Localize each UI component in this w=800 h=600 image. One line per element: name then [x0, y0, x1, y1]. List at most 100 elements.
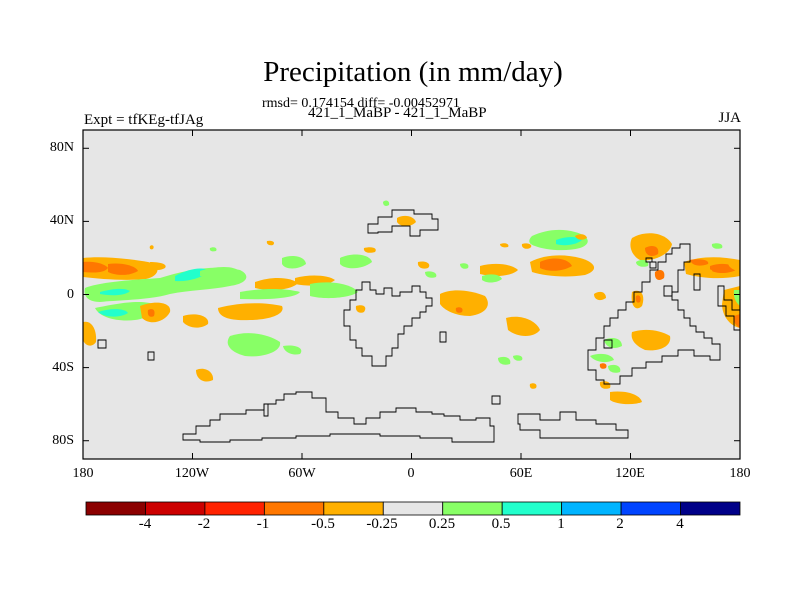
colorbar-label: -1	[256, 516, 270, 532]
axis-ticks	[82, 130, 741, 459]
x-tick-label-120w: 120W	[174, 466, 210, 481]
patch-darkorange-i	[599, 363, 607, 369]
coastline-eurasia	[587, 243, 721, 385]
coastline-antarctica-peninsula	[263, 403, 269, 417]
patch-orange-f	[218, 303, 283, 321]
y-tick-label-0: 0	[67, 287, 74, 302]
patch-orange-w	[575, 234, 587, 240]
patch-orange-ee	[728, 260, 740, 272]
patch-orange-gg	[705, 269, 713, 275]
x-tick-label-60e: 60E	[509, 466, 533, 481]
x-tick-label-180w: 180	[72, 466, 94, 481]
patch-green-d	[240, 289, 300, 300]
colorbar-swatch	[85, 501, 146, 516]
patch-orange-i	[196, 368, 214, 382]
patch-orange-u	[529, 383, 537, 389]
colorbar-label: 2	[616, 516, 624, 532]
patch-green-e	[282, 256, 306, 269]
patch-green-c	[200, 267, 240, 278]
colorbar-swatch	[620, 501, 681, 516]
colorbar-label: -2	[197, 516, 211, 532]
patch-green-n	[482, 274, 502, 283]
patch-orange-s	[500, 243, 509, 248]
coastline-south-america-tip	[147, 351, 155, 361]
patch-orange-z	[610, 391, 642, 405]
coastline-philippines	[693, 273, 701, 291]
patch-darkorange-c	[147, 309, 155, 317]
y-tick-label-40n: 40N	[49, 213, 74, 228]
patch-green-r	[590, 353, 614, 363]
x-tick-label-60w: 60W	[288, 466, 316, 481]
patch-darkorange-g	[654, 270, 665, 280]
patch-green-j	[209, 247, 217, 252]
colorbar-swatch	[323, 501, 384, 516]
patch-orange-o	[417, 261, 430, 269]
patch-orange-t	[521, 243, 532, 249]
patch-green-o	[498, 356, 511, 365]
patch-orange-e	[183, 314, 209, 328]
patch-green-s	[608, 364, 621, 373]
patch-orange-cc	[631, 329, 671, 351]
coastline-south-atlantic-island	[97, 339, 107, 349]
patch-darkorange-l	[733, 314, 740, 328]
patch-orange-r	[506, 316, 540, 336]
patch-darkorange-h	[635, 295, 641, 303]
patch-orange-m	[149, 245, 154, 250]
plot-title: Precipitation (in mm/day)	[263, 56, 563, 88]
patch-cyan-a	[100, 288, 130, 296]
y-tick-label-40s: 40S	[52, 360, 74, 375]
colorbar-label: -0.5	[311, 516, 335, 532]
patch-green-i	[340, 254, 372, 269]
x-tick-label-0: 0	[407, 466, 415, 481]
patch-orange-n	[397, 215, 416, 227]
x-tick-label-120e: 120E	[615, 466, 645, 481]
patch-orange-p	[440, 290, 488, 316]
patch-darkorange-a	[83, 261, 108, 273]
colorbar-label: 4	[676, 516, 684, 532]
coastline-madagascar	[439, 331, 447, 343]
patch-cyan-d	[556, 237, 582, 246]
patch-orange-j	[355, 305, 366, 313]
colorbar-label: 0.25	[428, 516, 456, 532]
colorbar-swatch	[204, 501, 265, 516]
patch-green-p	[513, 355, 523, 361]
patch-darkorange-d	[455, 307, 463, 313]
patch-darkorange-b	[108, 263, 138, 275]
colorbar-swatch	[145, 501, 206, 516]
stats-text: rmsd= 0.174154 diff= -0.00452971	[262, 96, 460, 111]
colorbar-swatch	[442, 501, 503, 516]
patch-darkorange-f	[645, 246, 659, 256]
patch-green-m	[460, 263, 469, 269]
colorbar-label: 0.5	[491, 516, 511, 532]
patch-green-f	[227, 333, 281, 357]
patch-orange-l	[266, 240, 275, 246]
coastline-indonesia	[649, 261, 657, 269]
plot-subtitle: 421_1_MaBP - 421_1_MaBP	[308, 105, 487, 121]
y-tick-label-80s: 80S	[52, 433, 74, 448]
patch-darkorange-e	[540, 258, 572, 271]
coastline-australia-west	[603, 339, 613, 349]
coastline-east-antarctica	[517, 411, 629, 439]
patch-green-v	[711, 243, 723, 249]
colorbar-swatch	[382, 501, 444, 516]
patch-green-l	[425, 271, 437, 278]
colorbar-label: 1	[557, 516, 565, 532]
coastlines	[97, 209, 741, 443]
patch-cyan-c	[98, 309, 128, 317]
season-label: JJA	[718, 110, 741, 126]
patch-orange-q	[480, 263, 518, 277]
coastline-japan	[663, 285, 673, 297]
patch-orange-d	[83, 321, 97, 346]
patch-green-k	[383, 200, 390, 206]
patch-orange-y	[599, 381, 611, 389]
patch-orange-c	[140, 302, 171, 323]
patch-darkorange-j	[690, 259, 709, 266]
colorbar-swatch	[263, 501, 325, 516]
patch-orange-x	[594, 291, 606, 301]
colorbar-label: -0.25	[366, 516, 398, 532]
experiment-label: Expt = tfKEg-tfJAg	[84, 112, 204, 128]
coastline-pacific-island	[645, 257, 653, 263]
coastline-africa	[343, 281, 433, 367]
patch-green-t	[636, 259, 649, 267]
